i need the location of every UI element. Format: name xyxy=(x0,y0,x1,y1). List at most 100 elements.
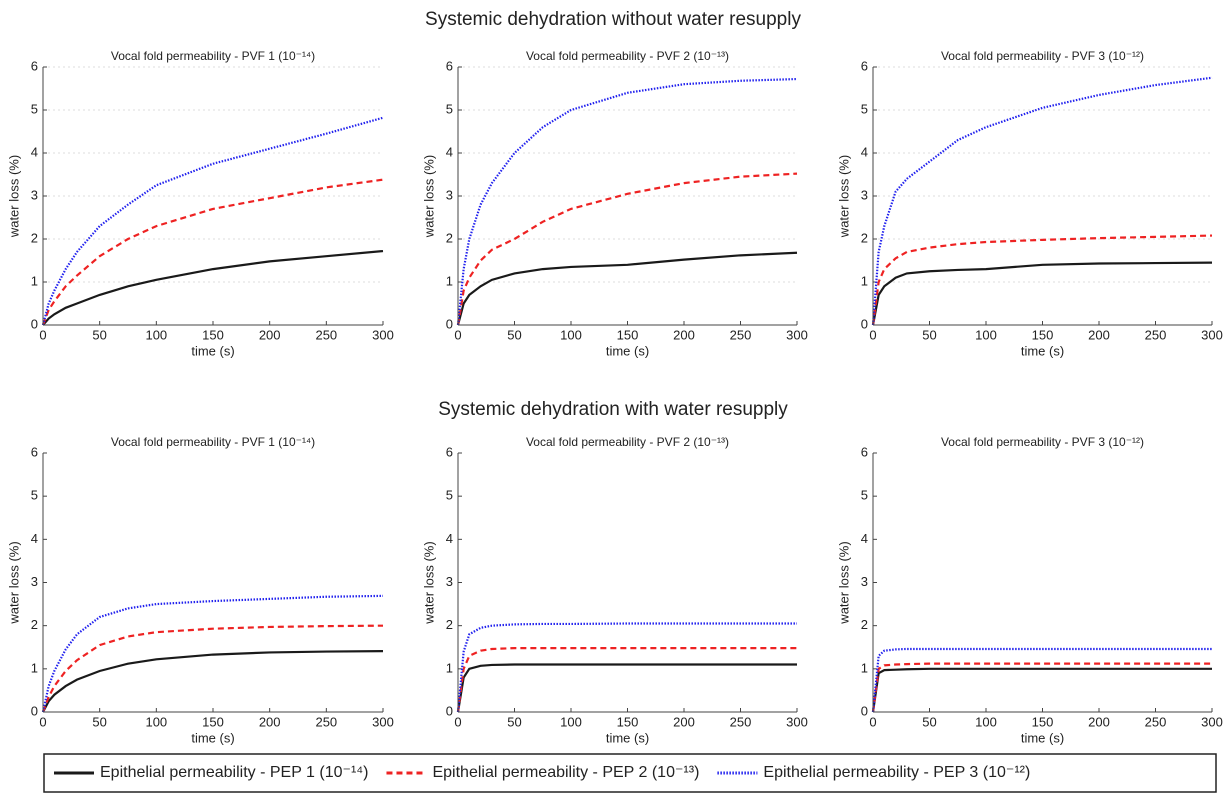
series-line xyxy=(42,249,384,326)
legend-box xyxy=(43,753,1217,793)
x-tick-label: 250 xyxy=(730,327,752,342)
y-tick-label: 3 xyxy=(861,187,868,202)
series-line xyxy=(456,251,798,326)
y-tick-label: 0 xyxy=(31,703,38,718)
series-line xyxy=(456,622,797,713)
series-line xyxy=(41,594,384,713)
x-tick-label: 0 xyxy=(39,714,46,729)
y-axis-label: water loss (%) xyxy=(421,541,436,624)
subplot-title: Vocal fold permeability - PVF 1 (10⁻¹⁴) xyxy=(111,49,315,63)
y-axis-label: water loss (%) xyxy=(6,155,21,238)
y-tick-label: 6 xyxy=(861,58,868,73)
legend-label: Epithelial permeability - PEP 1 (10⁻¹⁴) xyxy=(100,764,368,781)
y-tick-label: 6 xyxy=(31,444,38,459)
x-tick-label: 300 xyxy=(372,327,394,342)
y-tick-label: 3 xyxy=(446,574,453,589)
y-tick-label: 5 xyxy=(861,101,868,116)
series-line xyxy=(871,261,1213,326)
y-tick-label: 6 xyxy=(446,58,453,73)
x-tick-label: 50 xyxy=(922,714,936,729)
subplot-title: Vocal fold permeability - PVF 1 (10⁻¹⁴) xyxy=(111,435,315,449)
y-tick-label: 1 xyxy=(861,273,868,288)
x-tick-label: 250 xyxy=(1145,327,1167,342)
y-tick-label: 3 xyxy=(861,574,868,589)
x-tick-label: 200 xyxy=(673,327,695,342)
x-tick-label: 300 xyxy=(786,327,808,342)
x-tick-label: 250 xyxy=(315,327,337,342)
y-tick-label: 3 xyxy=(31,187,38,202)
x-tick-label: 50 xyxy=(92,327,106,342)
series-line xyxy=(456,663,797,713)
x-tick-label: 0 xyxy=(454,327,461,342)
x-tick-label: 50 xyxy=(92,714,106,729)
y-tick-label: 0 xyxy=(446,703,453,718)
x-tick-label: 100 xyxy=(975,714,997,729)
y-tick-label: 6 xyxy=(861,444,868,459)
y-tick-label: 4 xyxy=(31,144,38,159)
x-tick-label: 50 xyxy=(922,327,936,342)
x-tick-label: 0 xyxy=(39,327,46,342)
y-tick-label: 0 xyxy=(861,316,868,331)
y-tick-label: 1 xyxy=(31,660,38,675)
y-tick-label: 2 xyxy=(861,617,868,632)
x-tick-label: 150 xyxy=(1032,327,1054,342)
x-tick-label: 50 xyxy=(507,327,521,342)
plot-area xyxy=(458,453,797,712)
x-tick-label: 250 xyxy=(1145,714,1167,729)
y-tick-label: 5 xyxy=(861,488,868,503)
x-tick-label: 200 xyxy=(259,714,281,729)
x-tick-label: 300 xyxy=(372,714,394,729)
x-tick-label: 100 xyxy=(145,327,167,342)
series-line xyxy=(871,76,1213,326)
y-tick-label: 0 xyxy=(446,316,453,331)
x-tick-label: 100 xyxy=(145,714,167,729)
row-title: Systemic dehydration with water resupply xyxy=(438,399,788,420)
y-tick-label: 3 xyxy=(31,574,38,589)
y-axis-label: water loss (%) xyxy=(836,541,851,624)
y-tick-label: 0 xyxy=(31,316,38,331)
y-tick-label: 5 xyxy=(31,101,38,116)
y-tick-label: 5 xyxy=(446,101,453,116)
y-axis-label: water loss (%) xyxy=(421,155,436,238)
x-tick-label: 0 xyxy=(869,714,876,729)
y-tick-label: 2 xyxy=(861,230,868,245)
series-line xyxy=(871,234,1213,326)
x-axis-label: time (s) xyxy=(606,730,649,745)
x-tick-label: 200 xyxy=(1088,327,1110,342)
series-line xyxy=(456,77,798,326)
y-tick-label: 1 xyxy=(31,273,38,288)
series-line xyxy=(456,647,797,713)
y-tick-label: 6 xyxy=(31,58,38,73)
y-tick-label: 2 xyxy=(446,230,453,245)
x-axis-label: time (s) xyxy=(1021,343,1064,358)
y-tick-label: 2 xyxy=(446,617,453,632)
y-tick-label: 1 xyxy=(861,660,868,675)
series-line xyxy=(41,178,384,326)
x-tick-label: 300 xyxy=(1201,714,1223,729)
y-axis-label: water loss (%) xyxy=(6,541,21,624)
series-line xyxy=(41,116,384,326)
y-tick-label: 1 xyxy=(446,660,453,675)
y-tick-label: 5 xyxy=(31,488,38,503)
x-axis-label: time (s) xyxy=(191,343,234,358)
x-tick-label: 150 xyxy=(202,327,224,342)
x-tick-label: 200 xyxy=(259,327,281,342)
y-tick-label: 0 xyxy=(861,703,868,718)
x-tick-label: 250 xyxy=(730,714,752,729)
series-line xyxy=(42,650,384,713)
x-tick-label: 100 xyxy=(560,327,582,342)
y-tick-label: 3 xyxy=(446,187,453,202)
x-tick-label: 100 xyxy=(975,327,997,342)
y-tick-label: 2 xyxy=(31,230,38,245)
y-axis-label: water loss (%) xyxy=(836,155,851,238)
series-line xyxy=(871,647,1212,713)
x-tick-label: 200 xyxy=(1088,714,1110,729)
series-line xyxy=(871,662,1212,713)
x-tick-label: 150 xyxy=(617,327,639,342)
subplot-title: Vocal fold permeability - PVF 3 (10⁻¹²) xyxy=(941,49,1144,63)
y-tick-label: 4 xyxy=(861,144,868,159)
row-title: Systemic dehydration without water resup… xyxy=(425,9,801,30)
x-tick-label: 300 xyxy=(786,714,808,729)
